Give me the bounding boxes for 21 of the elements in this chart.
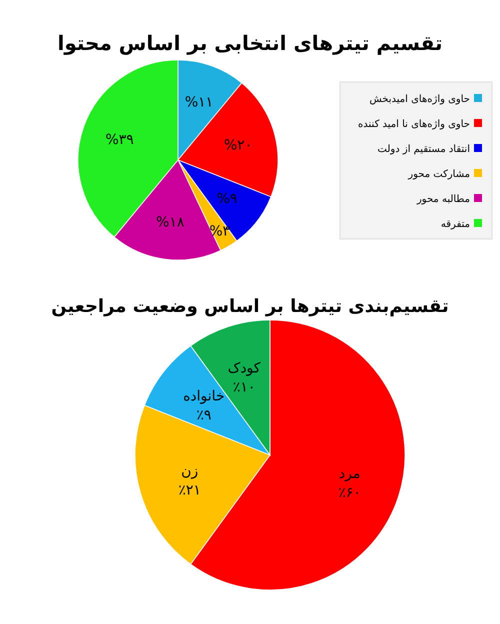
data-label: %۹ [216,191,238,207]
legend-label: متفرقه [440,219,470,230]
chart-title: تقسیم‌بندی تیترها بر اساس وضعیت مراجعین [51,296,449,317]
data-label: ٪۶۰ [338,484,361,501]
data-label: %۱۱ [184,94,214,111]
slice-label: زن [181,463,198,480]
data-label: %۳۹ [105,132,134,148]
slice-label: خانواده [183,388,225,405]
legend-label: مطالبه محور [416,194,470,205]
data-label: %۱۸ [156,214,185,231]
legend-label: حاوی واژه‌های امیدبخش [370,94,470,105]
data-label: ٪۹ [196,408,212,424]
slice-label: کودک [228,360,261,376]
slice-label: مرد [338,466,360,482]
legend-label: انتقاد مستقیم از دولت [378,144,470,155]
data-label: %۲۰ [224,138,252,154]
chart-title: تقسیم تیترهای انتخابی بر اساس محتوا [57,31,443,55]
data-label: ٪۱۰ [232,379,256,396]
data-label: ٪۲۱ [178,482,201,498]
legend-label: حاوی واژه‌های نا امید کننده [358,119,470,130]
legend-label: مشارکت محور [407,169,470,180]
